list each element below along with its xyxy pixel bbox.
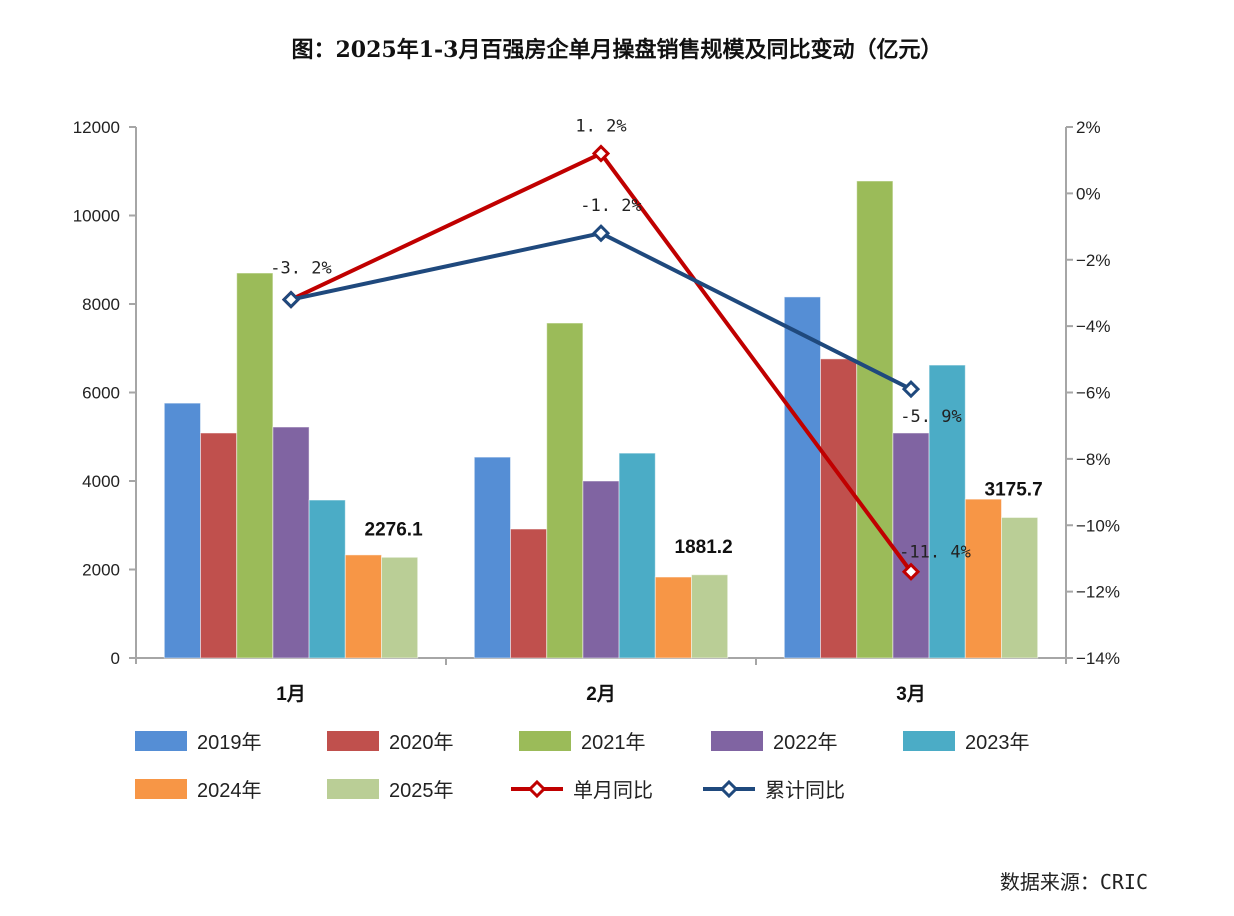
- line-data-label: -11. 4%: [899, 543, 971, 563]
- legend-label: 2020年: [389, 731, 454, 754]
- line-data-label: -1. 2%: [580, 196, 641, 216]
- line-data-label: -5. 9%: [900, 407, 961, 427]
- bar-2024年-2月: [654, 576, 692, 659]
- bar-2021年-2月: [546, 322, 584, 659]
- right-tick-label: 2%: [1076, 118, 1101, 137]
- left-tick-label: 6000: [82, 384, 120, 403]
- left-tick-label: 10000: [73, 207, 120, 226]
- right-tick-label: −4%: [1076, 317, 1111, 336]
- legend-swatch-2023年: [903, 731, 955, 751]
- bar-2024年-3月: [964, 498, 1002, 659]
- bar-data-label: 3175.7: [985, 479, 1043, 500]
- legend-label: 累计同比: [765, 779, 845, 802]
- right-tick-label: −10%: [1076, 516, 1120, 535]
- bar-2020年-2月: [510, 528, 548, 659]
- legend-swatch-2019年: [135, 731, 187, 751]
- right-tick-label: −12%: [1076, 583, 1120, 602]
- line-data-label: -3. 2%: [270, 259, 331, 279]
- category-label: 2月: [586, 684, 616, 705]
- bar-data-label: 2276.1: [365, 519, 424, 540]
- left-tick-label: 12000: [73, 118, 120, 137]
- bar-data-label: 1881.2: [675, 537, 733, 558]
- bar-2022年-1月: [272, 426, 310, 659]
- bar-2021年-3月: [856, 180, 894, 659]
- legend-label: 2019年: [197, 731, 262, 754]
- left-tick-label: 8000: [82, 295, 120, 314]
- right-tick-label: −2%: [1076, 251, 1111, 270]
- line-data-label: 1. 2%: [575, 117, 626, 137]
- bar-2025年-3月: [1001, 516, 1039, 659]
- left-tick-label: 4000: [82, 472, 120, 491]
- bar-2020年-3月: [820, 358, 858, 659]
- marker-单月同比: [901, 562, 921, 581]
- legend-swatch-2025年: [327, 779, 379, 799]
- legend-label: 2023年: [965, 731, 1030, 754]
- bar-2023年-2月: [618, 452, 656, 659]
- legend-swatch-2024年: [135, 779, 187, 799]
- bar-2023年-3月: [928, 364, 966, 659]
- marker-累计同比: [591, 224, 611, 243]
- legend-marker-累计同比: [719, 779, 739, 799]
- bar-2025年-1月: [381, 556, 419, 659]
- bar-2025年-2月: [691, 574, 729, 659]
- right-tick-label: −8%: [1076, 450, 1111, 469]
- marker-累计同比: [901, 380, 921, 399]
- legend-swatch-2020年: [327, 731, 379, 751]
- legend-label: 2024年: [197, 779, 262, 802]
- legend-marker-单月同比: [527, 779, 547, 799]
- marker-累计同比: [281, 290, 301, 309]
- bar-2021年-1月: [236, 272, 274, 659]
- chart-title: 图：2025年1-3月百强房企单月操盘销售规模及同比变动（亿元）: [291, 37, 943, 63]
- right-tick-label: −14%: [1076, 649, 1120, 668]
- right-tick-label: −6%: [1076, 384, 1111, 403]
- marker-单月同比: [591, 144, 611, 163]
- legend-swatch-2022年: [711, 731, 763, 751]
- bar-2019年-1月: [163, 402, 202, 659]
- category-label: 3月: [896, 684, 926, 705]
- left-tick-label: 2000: [82, 561, 120, 580]
- bar-2019年-3月: [783, 296, 821, 659]
- category-label: 1月: [276, 684, 306, 705]
- bar-2024年-1月: [344, 554, 382, 659]
- legend-label: 2021年: [581, 731, 646, 754]
- right-tick-label: 0%: [1076, 184, 1101, 203]
- left-tick-label: 0: [111, 649, 120, 668]
- bar-2022年-3月: [892, 432, 930, 659]
- legend-label: 2022年: [773, 731, 838, 754]
- data-source: 数据来源：CRIC: [999, 870, 1148, 894]
- legend-label: 单月同比: [573, 779, 653, 802]
- bar-2020年-1月: [200, 432, 238, 659]
- legend-label: 2025年: [389, 779, 454, 802]
- legend-swatch-2021年: [519, 731, 571, 751]
- bar-2023年-1月: [308, 499, 346, 659]
- bar-2022年-2月: [582, 480, 620, 659]
- bar-2019年-2月: [473, 456, 511, 659]
